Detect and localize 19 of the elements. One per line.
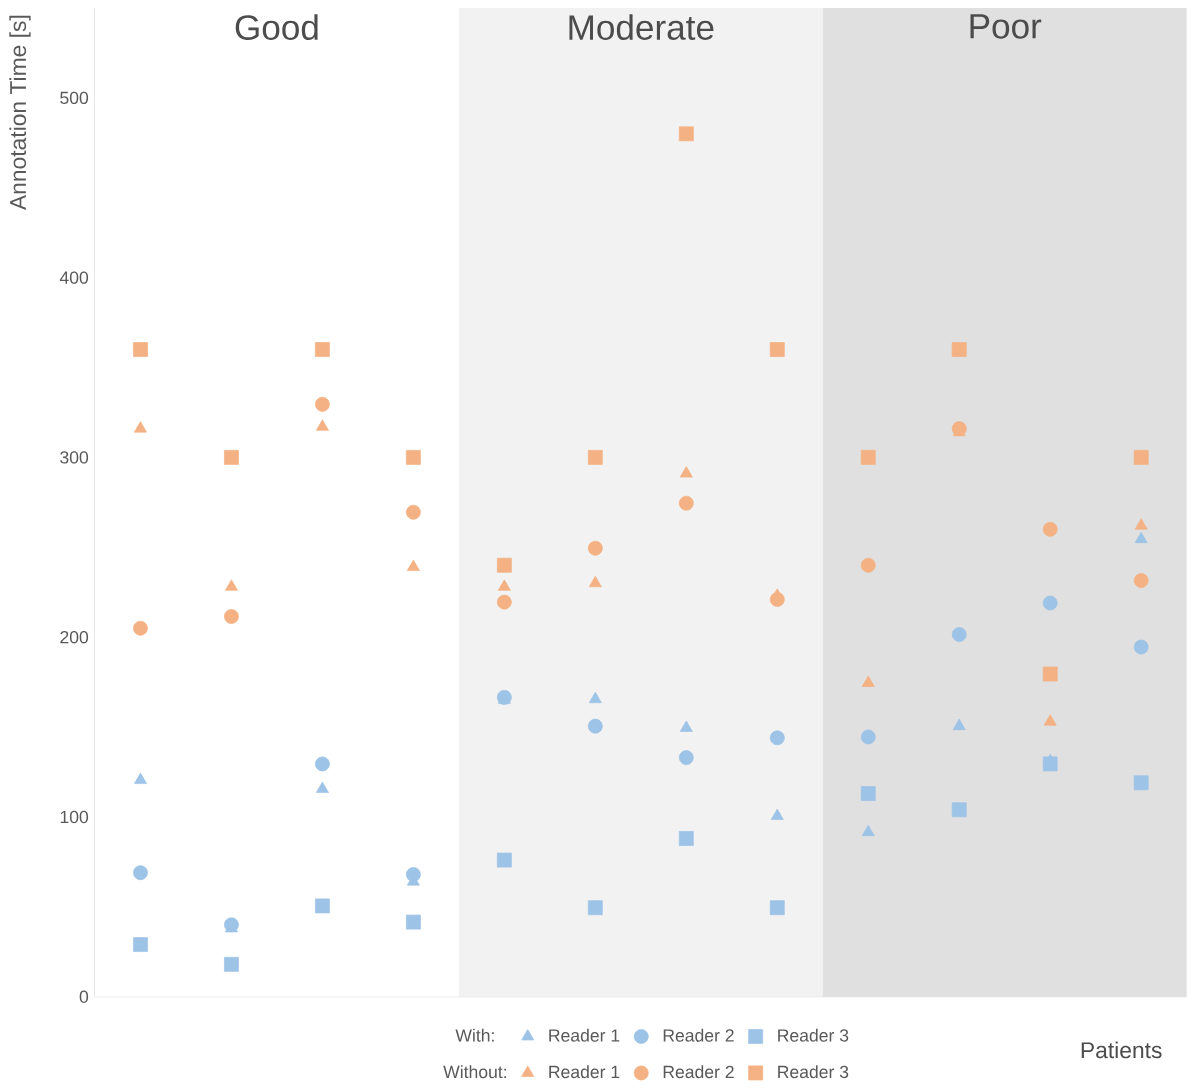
text: Without: bbox=[443, 1065, 506, 1079]
legend-label: Reader 2 bbox=[663, 1028, 734, 1042]
y-tick-label: 500 bbox=[60, 91, 89, 105]
y-tick-label: 100 bbox=[60, 810, 89, 824]
y-tick-label: 0 bbox=[79, 990, 89, 1004]
y-tick-label: 300 bbox=[60, 451, 89, 464]
y-tick-label: 400 bbox=[59, 271, 89, 285]
annotation: Moderate bbox=[569, 14, 714, 41]
legend-label: Reader 2 bbox=[663, 1065, 734, 1079]
annotation: Good bbox=[235, 14, 318, 41]
legend-label: Reader 3 bbox=[778, 1065, 849, 1079]
legend-label: Reader 1 bbox=[549, 1065, 620, 1079]
y-tick-label: 200 bbox=[60, 631, 89, 644]
y-axis-title: Annotation Time [s] bbox=[9, 16, 31, 211]
text: With: bbox=[455, 1028, 494, 1042]
legend-label: Reader 1 bbox=[549, 1028, 620, 1042]
legend-label: Reader 3 bbox=[778, 1028, 849, 1042]
x-axis-title: Patients bbox=[1081, 1041, 1162, 1059]
annotation: Poor bbox=[970, 14, 1042, 39]
